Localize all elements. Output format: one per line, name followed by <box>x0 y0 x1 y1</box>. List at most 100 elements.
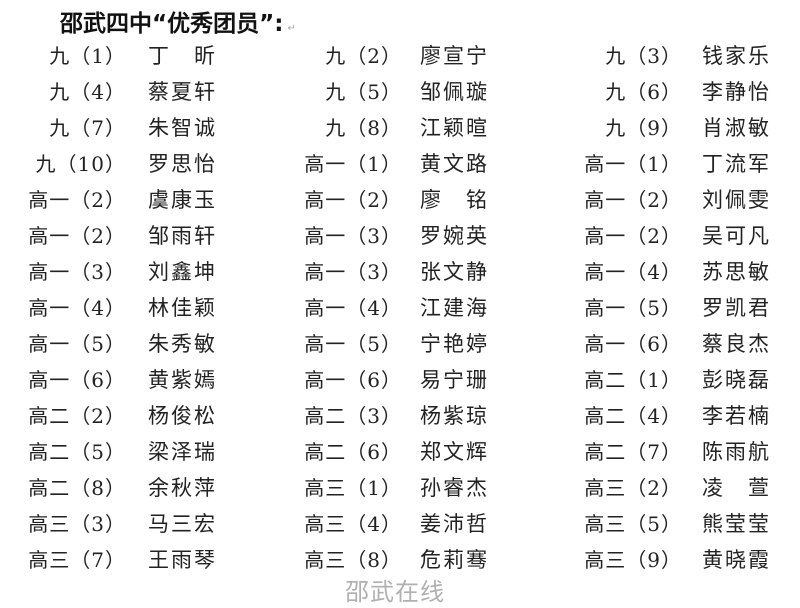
member-name: 虞康玉 <box>148 188 217 212</box>
list-row: 高一（4） 林佳颖 高一（4） 江建海 高一（5） 罗凯君 <box>0 292 800 322</box>
class-label: 高三（4） <box>304 512 402 536</box>
class-label: 高一（2） <box>584 188 682 212</box>
list-row: 九（10） 罗思怡 高一（1） 黄文路 高一（1） 丁流军 <box>0 148 800 178</box>
class-label: 高二（1） <box>584 368 682 392</box>
class-label: 高一（4） <box>304 296 402 320</box>
member-name: 钱家乐 <box>702 44 771 68</box>
list-row: 高一（6） 黄紫嫣 高一（6） 易宁珊 高二（1） 彭晓磊 <box>0 364 800 394</box>
member-name: 杨俊松 <box>148 404 217 428</box>
member-name: 宁艳婷 <box>420 332 489 356</box>
class-label: 高三（5） <box>584 512 682 536</box>
member-name: 黄文路 <box>420 152 489 176</box>
class-label: 九（10） <box>35 152 126 176</box>
member-name: 黄晓霞 <box>702 548 771 572</box>
member-name: 罗思怡 <box>148 152 217 176</box>
member-name: 朱智诚 <box>148 116 217 140</box>
member-name: 凌 萱 <box>702 476 771 500</box>
member-name: 蔡夏轩 <box>148 80 217 104</box>
member-name: 余秋萍 <box>148 476 217 500</box>
member-name: 邹佩璇 <box>420 80 489 104</box>
class-label: 高一（6） <box>28 368 126 392</box>
class-label: 九（9） <box>605 116 682 140</box>
member-name: 丁流军 <box>702 152 771 176</box>
class-label: 九（2） <box>325 44 402 68</box>
class-label: 高二（4） <box>584 404 682 428</box>
member-name: 林佳颖 <box>148 296 217 320</box>
class-label: 九（5） <box>325 80 402 104</box>
class-label: 高一（3） <box>304 260 402 284</box>
class-label: 高一（3） <box>304 224 402 248</box>
class-label: 高二（2） <box>28 404 126 428</box>
class-label: 高一（2） <box>28 188 126 212</box>
member-name: 易宁珊 <box>420 368 489 392</box>
paragraph-mark-icon: ↵ <box>287 23 296 34</box>
member-name: 罗婉英 <box>420 224 489 248</box>
member-name: 江建海 <box>420 296 489 320</box>
member-name: 蔡良杰 <box>702 332 771 356</box>
member-name: 张文静 <box>420 260 489 284</box>
member-name: 熊莹莹 <box>702 512 771 536</box>
class-label: 高一（4） <box>28 296 126 320</box>
list-row: 高二（5） 梁泽瑞 高二（6） 郑文辉 高二（7） 陈雨航 <box>0 436 800 466</box>
document-title: 邵武四中“优秀团员”: ↵ <box>60 4 296 38</box>
class-label: 高一（1） <box>584 152 682 176</box>
watermark: 邵武在线 <box>345 578 445 606</box>
member-name: 罗凯君 <box>702 296 771 320</box>
member-name: 孙睿杰 <box>420 476 489 500</box>
class-label: 高一（5） <box>584 296 682 320</box>
list-row: 高一（3） 刘鑫坤 高一（3） 张文静 高一（4） 苏思敏 <box>0 256 800 286</box>
member-name: 刘佩雯 <box>702 188 771 212</box>
list-row: 高二（8） 余秋萍 高三（1） 孙睿杰 高三（2） 凌 萱 <box>0 472 800 502</box>
list-row: 九（1） 丁 昕 九（2） 廖宣宁 九（3） 钱家乐 <box>0 40 800 70</box>
class-label: 高一（5） <box>28 332 126 356</box>
member-name: 邹雨轩 <box>148 224 217 248</box>
member-name: 陈雨航 <box>702 440 771 464</box>
class-label: 高一（5） <box>304 332 402 356</box>
class-label: 高一（3） <box>28 260 126 284</box>
class-label: 九（4） <box>49 80 126 104</box>
class-label: 高一（1） <box>304 152 402 176</box>
class-label: 高三（7） <box>28 548 126 572</box>
class-label: 九（6） <box>605 80 682 104</box>
member-name: 李静怡 <box>702 80 771 104</box>
member-name: 梁泽瑞 <box>148 440 217 464</box>
class-label: 高一（2） <box>304 188 402 212</box>
class-label: 高一（6） <box>304 368 402 392</box>
class-label: 高二（5） <box>28 440 126 464</box>
member-name: 吴可凡 <box>702 224 771 248</box>
class-label: 高一（6） <box>584 332 682 356</box>
list-row: 九（4） 蔡夏轩 九（5） 邹佩璇 九（6） 李静怡 <box>0 76 800 106</box>
class-label: 高一（4） <box>584 260 682 284</box>
member-name: 郑文辉 <box>420 440 489 464</box>
member-name: 危莉骞 <box>420 548 489 572</box>
member-name: 刘鑫坤 <box>148 260 217 284</box>
class-label: 高二（7） <box>584 440 682 464</box>
class-label: 九（3） <box>605 44 682 68</box>
class-label: 高三（2） <box>584 476 682 500</box>
list-row: 九（7） 朱智诚 九（8） 江颖暄 九（9） 肖淑敏 <box>0 112 800 142</box>
list-row: 高一（2） 虞康玉 高一（2）廖 铭高一（2） 刘佩雯 <box>0 184 800 214</box>
class-label: 高一（2） <box>28 224 126 248</box>
member-name: 马三宏 <box>148 512 217 536</box>
member-name: 黄紫嫣 <box>148 368 217 392</box>
class-label: 高一（2） <box>584 224 682 248</box>
list-row: 高三（3） 马三宏 高三（4） 姜沛哲 高三（5） 熊莹莹 <box>0 508 800 538</box>
member-name: 杨紫琼 <box>420 404 489 428</box>
member-name: 丁 昕 <box>148 44 217 68</box>
class-label: 高三（3） <box>28 512 126 536</box>
member-name: 姜沛哲 <box>420 512 489 536</box>
class-label: 高三（8） <box>304 548 402 572</box>
member-name: 肖淑敏 <box>702 116 771 140</box>
class-label: 高二（8） <box>28 476 126 500</box>
class-label: 九（1） <box>49 44 126 68</box>
list-row: 高一（5） 朱秀敏 高一（5） 宁艳婷 高一（6） 蔡良杰 <box>0 328 800 358</box>
class-label: 九（8） <box>325 116 402 140</box>
member-name: 王雨琴 <box>148 548 217 572</box>
member-name: 廖宣宁 <box>420 44 489 68</box>
class-label: 高二（3） <box>304 404 402 428</box>
member-name: 江颖暄 <box>420 116 489 140</box>
member-name: 苏思敏 <box>702 260 771 284</box>
title-text: 邵武四中“优秀团员”: <box>60 11 284 37</box>
class-label: 九（7） <box>49 116 126 140</box>
class-label: 高二（6） <box>304 440 402 464</box>
